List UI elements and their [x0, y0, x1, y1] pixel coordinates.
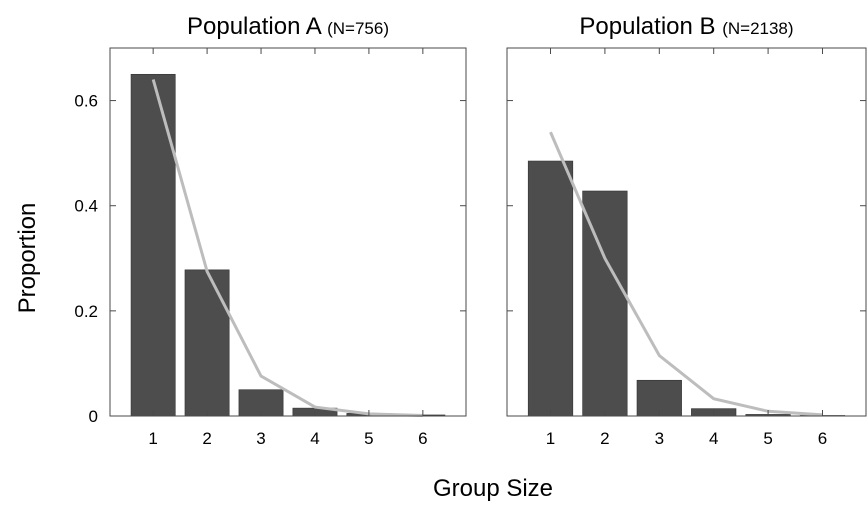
chart-title: Population B (N=2138)	[579, 13, 793, 40]
x-tick-label: 4	[310, 429, 319, 448]
x-tick-label: 4	[709, 429, 718, 448]
chart-title-main: Population A	[187, 13, 327, 40]
x-axis-label: Group Size	[433, 475, 553, 502]
bar-1	[130, 73, 176, 417]
x-tick-label: 6	[818, 429, 827, 448]
plot-frame	[109, 47, 467, 417]
chart-subtitle: (N=756)	[327, 19, 389, 38]
x-tick-label: 5	[364, 429, 373, 448]
chart-title: Population A (N=756)	[187, 13, 389, 40]
chart-subtitle: (N=2138)	[722, 19, 793, 38]
x-tick-label: 2	[600, 429, 609, 448]
plot-frame	[506, 47, 867, 417]
fit-line	[151, 79, 423, 417]
bar-1	[527, 160, 574, 417]
fit-line	[549, 131, 823, 417]
x-tick-label: 3	[655, 429, 664, 448]
y-tick-label: 0	[89, 407, 98, 426]
x-tick-label: 1	[546, 429, 555, 448]
panel-population-b: 1 2 3 4 5 6 Population B (N=2138)	[506, 13, 867, 448]
panel-population-a: 1 2 3 4 5 6 0 0.2 0.4 0.6 Population A (N=756)	[74, 13, 467, 448]
y-tick-label: 0.2	[74, 302, 98, 321]
x-tick-label: 5	[763, 429, 772, 448]
bar-2	[184, 269, 230, 417]
y-tick-label: 0.4	[74, 197, 98, 216]
x-tick-label: 3	[256, 429, 265, 448]
bar-2	[582, 190, 628, 417]
x-tick-label: 6	[418, 429, 427, 448]
x-tick-label: 2	[202, 429, 211, 448]
y-axis-label: Proportion	[14, 203, 41, 314]
y-tick-label: 0.6	[74, 92, 98, 111]
chart-title-main: Population B	[579, 13, 722, 40]
x-tick-label: 1	[148, 429, 157, 448]
